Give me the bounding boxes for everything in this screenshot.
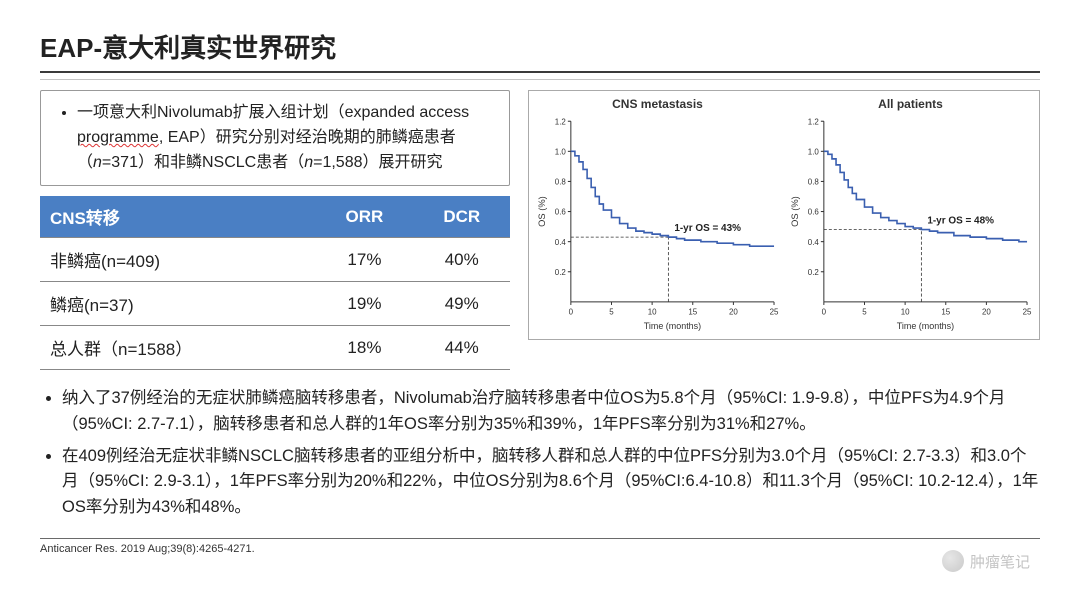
svg-text:20: 20 — [982, 307, 991, 316]
row-value: 17% — [315, 238, 413, 282]
divider — [40, 79, 1040, 80]
chart-left-panel: CNS metastasis 0.2 0.4 0.6 0.8 1.0 1.2 0 5 10 15 2… — [533, 97, 782, 333]
intro-n1-label: n — [93, 154, 102, 171]
intro-n2-label: n — [304, 154, 313, 171]
svg-text:1.0: 1.0 — [808, 147, 820, 156]
svg-text:1-yr OS = 43%: 1-yr OS = 43% — [674, 223, 741, 234]
svg-text:0.2: 0.2 — [555, 268, 567, 277]
finding-bullet: 在409例经治无症状非鳞NSCLC脑转移患者的亚组分析中，脑转移人群和总人群的中… — [62, 444, 1040, 521]
intro-text-1: 一项意大利Nivolumab扩展入组计划（expanded access — [77, 104, 469, 121]
svg-text:OS (%): OS (%) — [537, 196, 547, 227]
svg-text:0: 0 — [822, 307, 827, 316]
table-row: 总人群（n=1588）18%44% — [40, 326, 510, 370]
svg-text:0.6: 0.6 — [808, 208, 820, 217]
table-row: 非鳞癌(n=409)17%40% — [40, 238, 510, 282]
watermark-text: 肿瘤笔记 — [970, 551, 1030, 572]
chart-left-title: CNS metastasis — [533, 97, 782, 111]
chart-right-title: All patients — [786, 97, 1035, 111]
row-value: 18% — [315, 326, 413, 370]
svg-text:Time (months): Time (months) — [897, 321, 954, 331]
svg-text:1.0: 1.0 — [555, 147, 567, 156]
row-label: 非鳞癌(n=409) — [40, 238, 315, 282]
results-table: CNS转移 ORR DCR 非鳞癌(n=409)17%40%鳞癌(n=37)19… — [40, 196, 510, 370]
intro-underlined: programme — [77, 129, 159, 146]
svg-text:1.2: 1.2 — [808, 117, 820, 126]
svg-text:0.6: 0.6 — [555, 208, 567, 217]
th-dcr: DCR — [413, 196, 510, 238]
row-label: 总人群（n=1588） — [40, 326, 315, 370]
footer-divider — [40, 538, 1040, 539]
slide-title: EAP-意大利真实世界研究 — [40, 28, 1040, 73]
intro-box: 一项意大利Nivolumab扩展入组计划（expanded access pro… — [40, 90, 510, 186]
intro-n2-val: =1,588）展开研究 — [313, 154, 442, 171]
svg-text:5: 5 — [862, 307, 867, 316]
row-value: 19% — [315, 282, 413, 326]
svg-text:0: 0 — [569, 307, 574, 316]
findings-list: 纳入了37例经治的无症状肺鳞癌脑转移患者，Nivolumab治疗脑转移患者中位O… — [40, 386, 1040, 520]
row-value: 40% — [413, 238, 510, 282]
watermark-icon — [942, 550, 964, 572]
svg-text:10: 10 — [901, 307, 910, 316]
finding-bullet: 纳入了37例经治的无症状肺鳞癌脑转移患者，Nivolumab治疗脑转移患者中位O… — [62, 386, 1040, 437]
svg-text:15: 15 — [941, 307, 950, 316]
row-label: 鳞癌(n=37) — [40, 282, 315, 326]
row-value: 49% — [413, 282, 510, 326]
intro-bullet: 一项意大利Nivolumab扩展入组计划（expanded access pro… — [77, 101, 495, 175]
svg-text:25: 25 — [1023, 307, 1032, 316]
row-value: 44% — [413, 326, 510, 370]
svg-text:0.8: 0.8 — [555, 177, 567, 186]
svg-text:0.4: 0.4 — [808, 238, 820, 247]
chart-right-panel: All patients 0.2 0.4 0.6 0.8 1.0 1.2 0 5 10 15 20 2… — [786, 97, 1035, 333]
chart-left-body: 0.2 0.4 0.6 0.8 1.0 1.2 0 5 10 15 20 25 Time (months… — [533, 115, 782, 333]
svg-text:5: 5 — [609, 307, 614, 316]
left-column: 一项意大利Nivolumab扩展入组计划（expanded access pro… — [40, 90, 510, 370]
svg-text:15: 15 — [688, 307, 697, 316]
th-cns: CNS转移 — [40, 196, 315, 238]
svg-text:25: 25 — [770, 307, 779, 316]
table-row: 鳞癌(n=37)19%49% — [40, 282, 510, 326]
svg-text:10: 10 — [648, 307, 657, 316]
svg-text:0.4: 0.4 — [555, 238, 567, 247]
svg-text:0.8: 0.8 — [808, 177, 820, 186]
svg-text:20: 20 — [729, 307, 738, 316]
svg-text:1.2: 1.2 — [555, 117, 567, 126]
svg-text:1-yr OS = 48%: 1-yr OS = 48% — [927, 215, 994, 226]
charts-box: CNS metastasis 0.2 0.4 0.6 0.8 1.0 1.2 0 5 10 15 2… — [528, 90, 1040, 340]
svg-text:Time (months): Time (months) — [644, 321, 701, 331]
watermark: 肿瘤笔记 — [942, 550, 1030, 572]
chart-right-body: 0.2 0.4 0.6 0.8 1.0 1.2 0 5 10 15 20 25 Time (months… — [786, 115, 1035, 333]
citation: Anticancer Res. 2019 Aug;39(8):4265-4271… — [40, 543, 1040, 555]
intro-n1-val: =371）和非鳞NSCLC患者（ — [102, 154, 304, 171]
upper-row: 一项意大利Nivolumab扩展入组计划（expanded access pro… — [40, 90, 1040, 370]
svg-text:OS (%): OS (%) — [790, 196, 800, 227]
svg-text:0.2: 0.2 — [808, 268, 820, 277]
th-orr: ORR — [315, 196, 413, 238]
